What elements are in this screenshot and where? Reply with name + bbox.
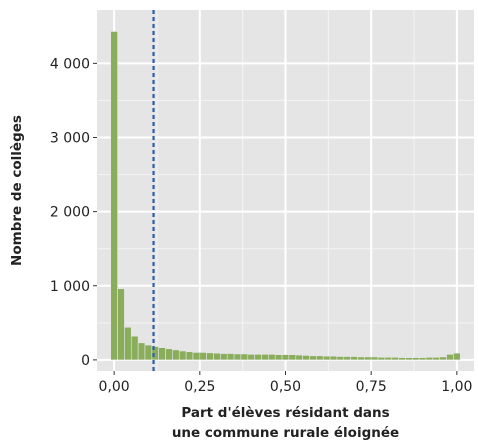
- histogram-bar: [178, 350, 187, 361]
- histogram-bar: [357, 356, 365, 361]
- histogram-bar: [220, 353, 228, 361]
- histogram-bar: [425, 356, 434, 361]
- histogram-bar: [185, 351, 194, 361]
- histogram-bar: [350, 356, 358, 361]
- histogram-bar: [329, 355, 338, 361]
- histogram-bar: [281, 354, 290, 361]
- histogram-bar: [226, 353, 235, 361]
- y-axis-title: Nombre de collèges: [9, 115, 25, 266]
- y-tick-label: 1 000: [50, 279, 90, 295]
- x-tick-label: 0,50: [270, 379, 301, 395]
- histogram-bars: [110, 31, 461, 361]
- histogram-bar: [124, 326, 132, 361]
- histogram-bar: [172, 349, 180, 361]
- histogram-bar: [117, 288, 125, 361]
- histogram-bar: [288, 354, 297, 361]
- histogram-bar: [110, 31, 118, 361]
- histogram-bar: [268, 354, 276, 361]
- histogram-bar: [192, 352, 201, 361]
- histogram-bar: [302, 355, 310, 361]
- histogram-bar: [391, 356, 399, 361]
- histogram-bar: [370, 356, 379, 361]
- histogram-bar: [233, 353, 242, 361]
- y-axis: 0 1 000 2 000 3 000 4 000: [50, 56, 97, 369]
- histogram-bar: [453, 352, 461, 361]
- histogram-bar: [316, 355, 324, 361]
- histogram-bar: [137, 342, 146, 361]
- histogram-bar: [405, 357, 413, 361]
- histogram-bar: [261, 354, 269, 361]
- histogram-bar: [309, 355, 317, 361]
- y-tick-label: 4 000: [50, 56, 90, 72]
- histogram-bar: [213, 352, 221, 361]
- x-tick-label: 0,75: [356, 379, 387, 395]
- histogram-bar: [384, 356, 393, 361]
- histogram-bar: [165, 348, 173, 361]
- histogram-bar: [418, 357, 427, 361]
- histogram-bar: [336, 356, 345, 361]
- x-axis-title-line-2: une commune rurale éloignée: [172, 425, 399, 441]
- histogram-bar: [398, 357, 406, 361]
- x-axis-title-line-1: Part d'élèves résidant dans: [181, 405, 389, 421]
- histogram-bar: [254, 354, 262, 361]
- histogram-bar: [432, 356, 441, 361]
- histogram-bar: [240, 353, 249, 361]
- histogram-bar: [144, 344, 153, 361]
- histogram-bar: [295, 354, 303, 361]
- histogram-bar: [130, 335, 139, 361]
- histogram-bar: [274, 354, 283, 361]
- histogram-bar: [364, 356, 372, 361]
- histogram-bar: [158, 347, 166, 361]
- histogram-bar: [199, 352, 207, 361]
- histogram-bar: [206, 352, 214, 361]
- histogram-bar: [343, 356, 351, 361]
- histogram-bar: [446, 354, 454, 361]
- y-tick-label: 2 000: [50, 205, 90, 221]
- x-tick-label: 1,00: [441, 379, 472, 395]
- histogram-bar: [439, 356, 447, 361]
- histogram-bar: [247, 354, 255, 361]
- y-tick-label: 0: [81, 353, 90, 369]
- y-tick-label: 3 000: [50, 130, 90, 146]
- x-tick-label: 0,00: [99, 379, 130, 395]
- histogram-bar: [412, 357, 420, 361]
- histogram-bar: [322, 355, 331, 361]
- histogram-bar: [377, 356, 386, 361]
- x-tick-label: 0,25: [184, 379, 215, 395]
- x-axis: 0,00 0,25 0,50 0,75 1,00: [99, 371, 472, 395]
